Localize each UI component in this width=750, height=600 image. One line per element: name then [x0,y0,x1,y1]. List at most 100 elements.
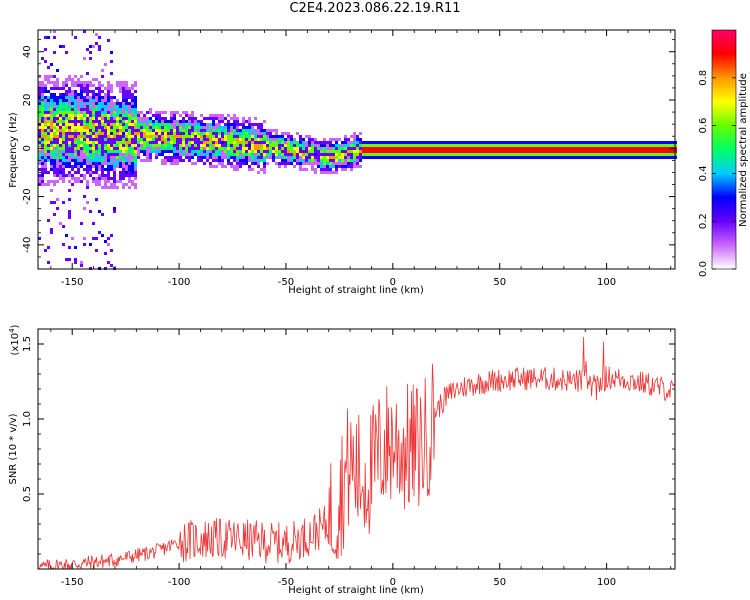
spectrogram-cell [626,153,629,156]
spectrogram-cell [92,90,95,93]
spectrogram-cell [395,147,398,150]
spectrogram-cell [50,138,53,141]
spectrogram-cell [209,129,212,132]
spectrogram-cell [584,141,587,144]
spectrogram-cell [344,159,347,162]
spectrogram-cell [239,153,242,156]
spectrogram-cell [260,135,263,138]
spectrogram-cell [548,141,551,144]
spectrogram-cell [104,252,107,255]
spectrogram-cell [347,159,350,162]
spectrogram-cell [113,186,116,189]
spectrogram-cell [218,129,221,132]
spectrogram-cell [659,156,662,159]
spectrogram-cell [296,162,299,165]
spectrogram-cell [41,81,44,84]
spectrogram-cell [446,153,449,156]
spectrogram-cell [431,141,434,144]
spectrogram-cell [296,132,299,135]
spectrogram-cell [77,138,80,141]
spectrogram-cell [269,144,272,147]
spectrogram-cell [242,162,245,165]
spectrogram-cell [518,153,521,156]
spectrogram-cell [194,138,197,141]
spectrogram-cell [101,150,104,153]
spectrogram-cell [329,159,332,162]
spectrogram-cell [104,168,107,171]
spectrogram-cell [248,165,251,168]
spectrogram-cell [47,144,50,147]
spectrogram-cell [221,144,224,147]
spectrogram-cell [506,156,509,159]
spectrogram-cell [116,186,119,189]
spectrogram-cell [440,144,443,147]
spectrogram-cell [527,144,530,147]
spectrogram-cell [194,126,197,129]
spectrogram-cell [62,150,65,153]
spectrogram-cell [182,159,185,162]
spectrogram-cell [71,93,74,96]
spectrogram-cell [398,141,401,144]
spectrogram-cell [446,141,449,144]
spectrogram-cell [362,147,365,150]
spectrogram-cell [632,150,635,153]
spectrogram-cell [44,117,47,120]
spectrogram-cell [95,42,98,45]
spectrogram-cell [65,150,68,153]
spectrogram-cell [470,144,473,147]
spectrogram-cell [242,123,245,126]
spectrogram-cell [128,135,131,138]
spectrogram-cell [314,162,317,165]
spectrogram-cell [59,114,62,117]
spectrogram-cell [350,168,353,171]
spectrogram-cell [554,150,557,153]
spectrogram-cell [50,93,53,96]
spectrogram-cell [248,126,251,129]
spectrogram-cell [212,117,215,120]
spectrogram-cell [188,126,191,129]
spectrogram-cell [305,168,308,171]
spectrogram-cell [50,168,53,171]
spectrogram-cell [191,144,194,147]
spectrogram-cell [440,153,443,156]
spectrogram-cell [437,153,440,156]
spectrogram-cell [659,150,662,153]
spectrogram-cell [242,138,245,141]
spectrogram-cell [539,147,542,150]
spectrogram-cell [257,162,260,165]
spectrogram-cell [104,153,107,156]
spectrogram-cell [101,120,104,123]
spectrogram-cell [665,141,668,144]
spectrogram-cell [473,147,476,150]
spectrogram-cell [131,171,134,174]
spectrogram-cell [47,120,50,123]
spectrogram-cell [311,159,314,162]
spectrogram-cell [422,153,425,156]
spectrogram-cell [248,144,251,147]
spectrogram-cell [587,147,590,150]
spectrogram-cell [206,150,209,153]
spectrogram-cell [269,132,272,135]
spectrogram-cell [41,84,44,87]
spectrogram-cell [338,162,341,165]
spectrogram-cell [188,132,191,135]
spectrogram-cell [140,138,143,141]
spectrogram-cell [131,135,134,138]
spectrogram-cell [83,30,86,33]
spectrogram-cell [536,156,539,159]
spectrogram-cell [569,141,572,144]
spectrogram-cell [119,102,122,105]
spectrogram-cell [578,147,581,150]
spectrogram-cell [110,96,113,99]
spectrogram-cell [59,222,62,225]
spectrogram-cell [53,30,56,33]
spectrogram-cell [83,102,86,105]
spectrogram-cell [146,153,149,156]
spectrogram-cell [617,153,620,156]
spectrogram-cell [197,135,200,138]
spectrogram-cell [392,141,395,144]
spectrogram-cell [203,144,206,147]
spectrogram-cell [131,87,134,90]
spectrogram-cell [305,141,308,144]
spectrogram-cell [242,159,245,162]
